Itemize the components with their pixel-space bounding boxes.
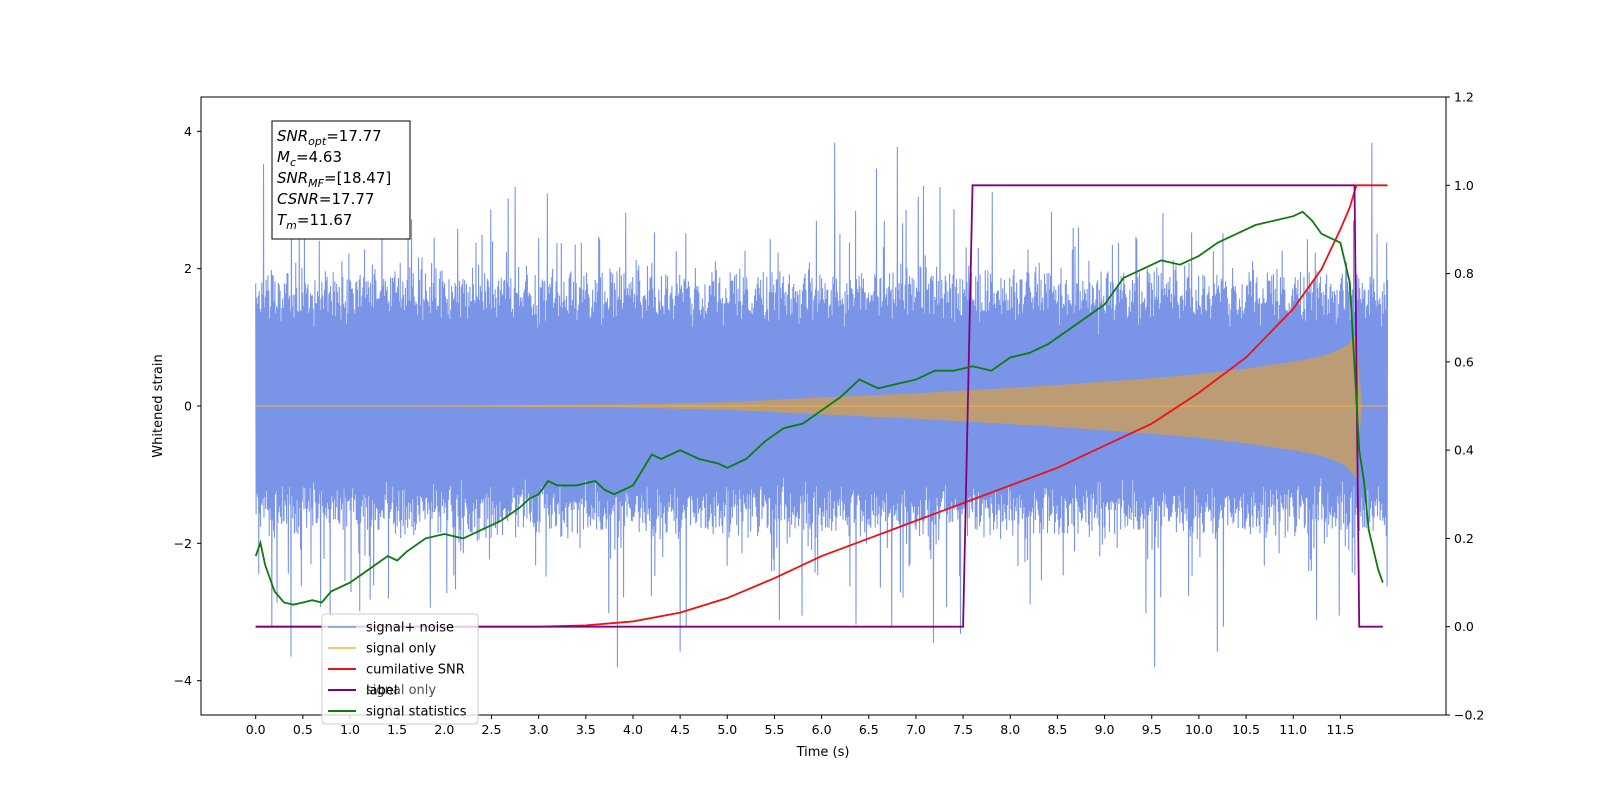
x-tick-label: 7.0: [906, 722, 926, 737]
y-left-tick-label: 4: [184, 124, 192, 139]
y-axis-left-ticks: −4 −2 0 2 4: [174, 124, 201, 688]
y-right-tick-label: 0.8: [1454, 266, 1474, 281]
annotation-line: SNRMF=[18.47]: [277, 169, 391, 190]
series-layer: [254, 142, 1389, 668]
y-right-tick-label: 0.6: [1454, 354, 1474, 369]
y-right-tick-label: 0.2: [1454, 531, 1474, 546]
annotation-line: SNRopt=17.77: [277, 127, 382, 148]
y-left-tick-label: 0: [184, 399, 192, 414]
y-left-tick-label: 2: [184, 261, 192, 276]
x-tick-label: 3.5: [576, 722, 596, 737]
x-tick-label: 10.0: [1185, 722, 1213, 737]
x-tick-label: 8.5: [1047, 722, 1067, 737]
stats-annotation-box: SNRopt=17.77Mc=4.63SNRMF=[18.47]CSNR=17.…: [271, 120, 411, 240]
y-right-tick-label: 1.2: [1454, 90, 1474, 105]
x-tick-label: 4.5: [670, 722, 690, 737]
x-tick-label: 10.5: [1232, 722, 1260, 737]
y-right-tick-label: 0.0: [1454, 619, 1474, 634]
y-axis-label: Whitened strain: [151, 354, 166, 457]
legend-label: signal+ noise: [366, 621, 454, 636]
y-left-tick-label: −4: [174, 673, 192, 688]
x-tick-label: 7.5: [953, 722, 973, 737]
x-tick-label: 11.5: [1326, 722, 1354, 737]
annotation-line: CSNR=17.77: [277, 190, 374, 208]
x-axis-ticks: 0.0 0.5 1.0 1.5 2.0 2.5 3.0 3.5 4.0 4.5 5.0 5.5 6.0 6…: [246, 715, 1354, 737]
annotation-frame: [271, 120, 411, 240]
legend: signal+ noise signal only cumilative SNR la…: [321, 613, 479, 725]
x-tick-label: 6.0: [812, 722, 832, 737]
x-tick-label: 6.5: [859, 722, 879, 737]
x-tick-label: 11.0: [1279, 722, 1307, 737]
series-signal-statistics-line: [254, 210, 1384, 606]
y-right-tick-label: 1.0: [1454, 178, 1474, 193]
x-tick-label: 4.0: [623, 722, 643, 737]
x-tick-label: 1.5: [387, 722, 407, 737]
legend-frame: [321, 613, 479, 725]
x-tick-label: 3.0: [529, 722, 549, 737]
x-tick-label: 0.5: [293, 722, 313, 737]
legend-label: signal only: [366, 642, 436, 657]
x-tick-label: 5.5: [765, 722, 785, 737]
x-tick-label: 2.0: [434, 722, 454, 737]
annotation-line: Tm=11.67: [277, 211, 352, 232]
series-cumulative-snr-line: [255, 184, 1388, 628]
x-tick-label: 9.5: [1142, 722, 1162, 737]
legend-label: cumilative SNR: [366, 663, 465, 678]
x-tick-label: 8.0: [1000, 722, 1020, 737]
y-right-tick-label: 0.4: [1454, 443, 1474, 458]
annotation-line: Mc=4.63: [277, 148, 342, 169]
x-axis-label: Time (s): [796, 745, 850, 760]
legend-overlapped-label: signal only: [366, 683, 436, 698]
y-axis-right-ticks: −0.2 0.0 0.2 0.4 0.6 0.8 1.0 1.2: [1446, 90, 1484, 723]
series-label-line: [255, 184, 1383, 628]
x-tick-label: 9.0: [1095, 722, 1115, 737]
y-left-tick-label: −2: [174, 536, 192, 551]
x-tick-label: 1.0: [340, 722, 360, 737]
x-tick-label: 2.5: [482, 722, 502, 737]
legend-label: signal statistics: [366, 705, 467, 720]
legend-label: label: [366, 684, 397, 699]
y-right-tick-label: −0.2: [1454, 708, 1484, 723]
x-tick-label: 5.0: [717, 722, 737, 737]
x-tick-label: 0.0: [246, 722, 266, 737]
